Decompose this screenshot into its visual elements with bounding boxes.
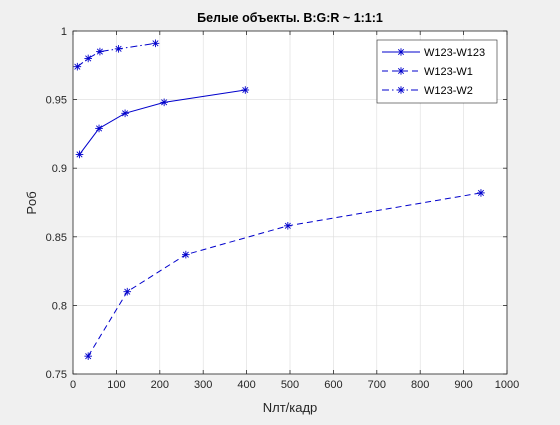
x-tick-label: 700 [368, 379, 386, 391]
y-tick-label: 1 [61, 26, 67, 38]
data-point [95, 124, 103, 133]
data-point [123, 287, 132, 296]
data-point [84, 54, 92, 63]
data-point [73, 62, 82, 71]
data-point [477, 189, 485, 197]
y-tick-label: 0.8 [52, 300, 67, 312]
y-tick-label: 0.95 [46, 95, 67, 107]
x-tick-label: 500 [281, 379, 299, 391]
legend-marker [397, 86, 405, 94]
data-point [75, 150, 84, 159]
x-tick-label: 400 [237, 379, 255, 391]
legend-label: W123-W2 [424, 85, 473, 97]
x-tick-label: 800 [411, 379, 429, 391]
x-tick-label: 0 [70, 379, 76, 391]
chart-title: Белые объекты. B:G:R ~ 1:1:1 [197, 11, 383, 25]
series-layer [73, 39, 485, 360]
x-tick-label: 600 [324, 379, 342, 391]
y-axis-label: Pоб [24, 191, 39, 214]
y-tick-label: 0.85 [46, 232, 67, 244]
data-point [96, 47, 104, 56]
data-point [151, 39, 160, 48]
series-line-3 [77, 42, 156, 68]
y-tick-label: 0.9 [52, 163, 67, 175]
data-point [114, 45, 123, 53]
legend-label: W123-W123 [424, 47, 485, 59]
legend-marker [397, 48, 405, 56]
data-point [160, 98, 168, 107]
data-point [121, 109, 129, 118]
x-tick-label: 300 [194, 379, 212, 391]
legend: W123-W123 W123-W1 W123-W2 [376, 39, 498, 104]
y-tick-label: 0.75 [46, 369, 67, 381]
data-point [284, 222, 292, 230]
legend-label: W123-W1 [424, 66, 473, 78]
x-tick-label: 1000 [495, 379, 519, 391]
data-point [241, 86, 250, 94]
x-axis-label: Nлт/кадр [263, 400, 318, 415]
x-tick-label: 900 [454, 379, 472, 391]
ticks: 0 100 200 300 400 500 600 700 800 900 1000 0.75 0.8 0… [46, 26, 520, 391]
x-tick-label: 200 [151, 379, 169, 391]
data-point [182, 250, 190, 259]
x-tick-label: 100 [107, 379, 125, 391]
data-point [84, 352, 92, 360]
legend-marker [397, 67, 405, 75]
